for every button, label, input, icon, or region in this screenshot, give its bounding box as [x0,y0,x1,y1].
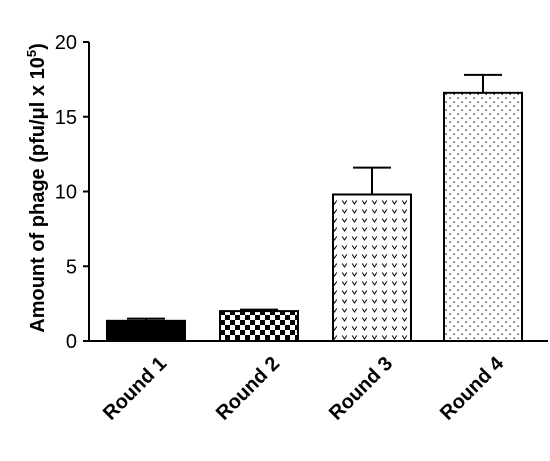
y-tick-label: 5 [66,256,77,278]
error-bars [127,73,502,321]
y-ticks: 0 5 10 15 20 [55,32,89,353]
x-tick-label: Round 3 [325,353,397,425]
y-tick-label: 15 [55,107,77,129]
x-tick-label: Round 1 [99,353,171,425]
x-tick-labels: Round 1 Round 2 Round 3 Round 4 [99,352,509,425]
bar-round-3 [332,193,412,342]
bar-round-1 [106,319,186,343]
x-tick-label: Round 4 [436,352,509,425]
y-tick-label: 10 [55,182,77,204]
x-tick-label: Round 2 [212,353,284,425]
y-tick-label: 20 [55,32,77,54]
y-axis-label: Amount of phage (pfu/μl x 105) [24,43,49,333]
y-tick-label: 0 [66,331,77,353]
bars [106,91,523,343]
bar-round-2 [219,310,299,343]
bar-round-4 [443,91,523,342]
